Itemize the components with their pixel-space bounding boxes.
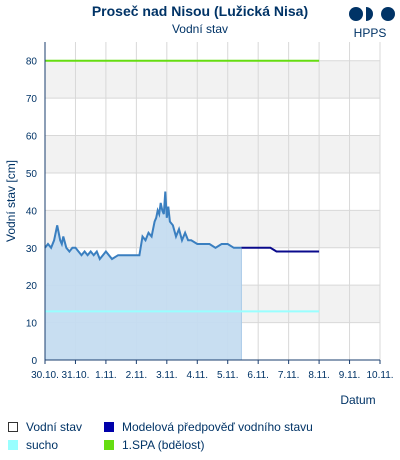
- band-70: [45, 60, 380, 99]
- hydrograph-chart: Proseč nad Nisou (Lužická Nisa) Vodní st…: [4, 3, 395, 407]
- y-axis-label: Vodní stav [cm]: [4, 160, 18, 242]
- legend-label-spa: 1.SPA (bdělost): [122, 438, 205, 452]
- logo-circle-right: [381, 7, 395, 21]
- x-tick-label-2: 1.11.: [95, 370, 117, 381]
- y-tick-label-60: 60: [26, 132, 38, 143]
- y-tick-label-20: 20: [26, 281, 38, 292]
- x-tick-label-10: 9.11.: [339, 370, 361, 381]
- y-tick-label-80: 80: [26, 57, 38, 68]
- chart-subtitle: Vodní stav: [172, 22, 228, 36]
- logo-circle-left: [349, 7, 363, 21]
- series-1-forecast-line: [241, 246, 320, 253]
- legend-swatch-vodni-stav: [8, 422, 18, 432]
- y-tick-label-30: 30: [26, 244, 38, 255]
- band-30: [45, 210, 380, 248]
- x-tick-labels: 30.10. 31.10. 1.11. 2.11. 3.11. 4.11. 5.11. 6.1…: [31, 370, 393, 381]
- legend-swatch-spa: [104, 440, 114, 450]
- band-50: [45, 135, 380, 173]
- x-tick-label-5: 4.11.: [187, 370, 209, 381]
- y-tick-label-10: 10: [26, 319, 38, 330]
- y-tick-label-40: 40: [26, 206, 38, 217]
- legend-item-sucho[interactable]: sucho: [8, 438, 58, 452]
- legend-item-spa[interactable]: 1.SPA (bdělost): [104, 438, 205, 452]
- x-tick-label-9: 8.11.: [308, 370, 330, 381]
- x-tick-label-11: 10.11.: [366, 370, 393, 381]
- logo-half-circle: [366, 7, 373, 21]
- x-tick-label-3: 2.11.: [126, 370, 148, 381]
- y-tick-label-70: 70: [26, 94, 38, 105]
- legend-label-predpoved: Modelová předpověď vodního stavu: [122, 420, 313, 434]
- axes: [44, 42, 381, 364]
- logo-text: HPPS: [354, 26, 387, 40]
- series-0-area-fill: [45, 191, 242, 360]
- legend-label-sucho: sucho: [26, 438, 59, 452]
- legend-swatch-sucho: [8, 440, 18, 450]
- x-tick-label-4: 3.11.: [156, 370, 178, 381]
- series-0-line: [44, 191, 242, 261]
- series-layer: [44, 59, 320, 360]
- legend-item-predpoved[interactable]: Modelová předpověď vodního stavu: [104, 420, 313, 434]
- legend-item-vodni-stav[interactable]: Vodní stav: [8, 420, 82, 434]
- x-axis-label: Datum: [340, 393, 375, 407]
- legend-label-vodni-stav: Vodní stav: [26, 420, 83, 434]
- x-tick-label-6: 5.11.: [217, 370, 239, 381]
- legend-swatch-predpoved: [104, 422, 114, 432]
- x-tick-label-1: 31.10.: [62, 370, 90, 381]
- y-tick-labels: 0 10 20 30 40 50 60 70 80: [26, 57, 38, 367]
- x-tick-label-8: 7.11.: [278, 370, 300, 381]
- x-tick-label-7: 6.11.: [247, 370, 269, 381]
- hpps-logo: HPPS: [349, 7, 395, 40]
- plot-bands: [45, 42, 380, 360]
- y-tick-label-50: 50: [26, 169, 38, 180]
- x-tick-label-0: 30.10.: [31, 370, 59, 381]
- y-tick-label-0: 0: [31, 356, 37, 367]
- chart-title: Proseč nad Nisou (Lužická Nisa): [92, 3, 308, 19]
